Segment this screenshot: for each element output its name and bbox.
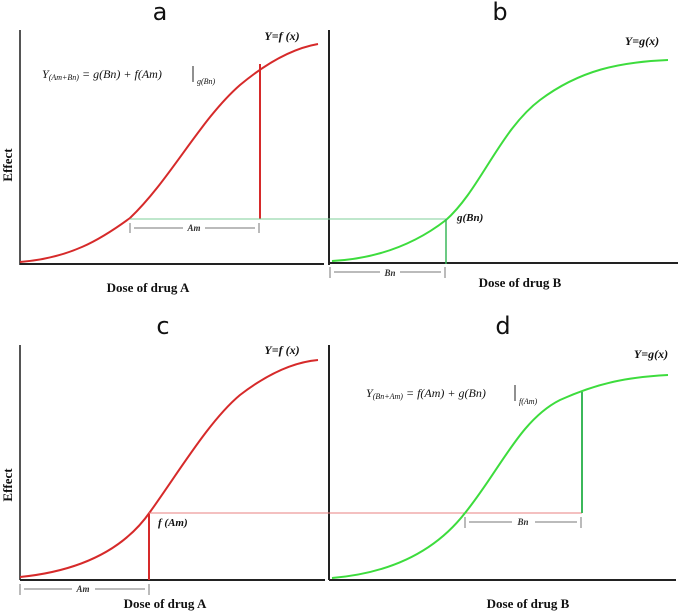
x-axis-label: Dose of drug B (487, 596, 570, 611)
x-axis-label: Dose of drug B (479, 275, 562, 290)
curve-label-f: Y=f (x) (264, 29, 299, 43)
panel-c: c Effect f (Am) Am Y=f (x) Dose of drug … (0, 312, 582, 611)
equation-a: Y(Am+Bn) = g(Bn) + f(Am) (42, 67, 162, 82)
panel-b-letter: b (492, 0, 507, 26)
panel-b: b g(Bn) Bn Y=g(x) Dose of drug B (329, 0, 678, 290)
am-measure: Am (129, 223, 260, 233)
equation-d: Y(Bn+Am) = f(Am) + g(Bn) (366, 386, 486, 401)
drug-a-curve (19, 359, 319, 578)
drug-b-curve (331, 374, 669, 579)
panel-a-letter: a (153, 0, 168, 26)
bn-measure: Bn (464, 517, 582, 528)
y-axis-label: Effect (0, 148, 15, 182)
bn-measure: Bn (329, 267, 446, 278)
x-axis-label: Dose of drug A (107, 280, 190, 295)
equation-d-eval: f(Am) (519, 397, 538, 406)
drug-a-curve (19, 43, 319, 263)
panel-d-letter: d (495, 312, 510, 340)
equation-a-eval: g(Bn) (197, 77, 216, 86)
drug-b-curve (331, 59, 669, 262)
am-label: Am (186, 223, 200, 233)
am-measure: Am (19, 584, 150, 595)
fam-point-label: f (Am) (158, 517, 188, 529)
y-axis-label: Effect (0, 468, 15, 502)
am-label: Am (75, 584, 89, 594)
gbn-point-label: g(Bn) (456, 212, 483, 224)
curve-label-g: Y=g(x) (634, 347, 668, 361)
panel-a: a Effect Am Y=f (x) Y(Am+Bn) = g(Bn) + f… (0, 0, 446, 295)
bn-label: Bn (516, 517, 528, 527)
panel-c-letter: c (156, 312, 169, 340)
curve-label-f: Y=f (x) (264, 343, 299, 357)
curve-label-g: Y=g(x) (625, 34, 659, 48)
panel-d: d Bn Y=g(x) Y(Bn+Am) = f(Am) + g(Bn) f(A… (329, 312, 676, 611)
bn-label: Bn (383, 268, 395, 278)
x-axis-label: Dose of drug A (124, 596, 207, 611)
